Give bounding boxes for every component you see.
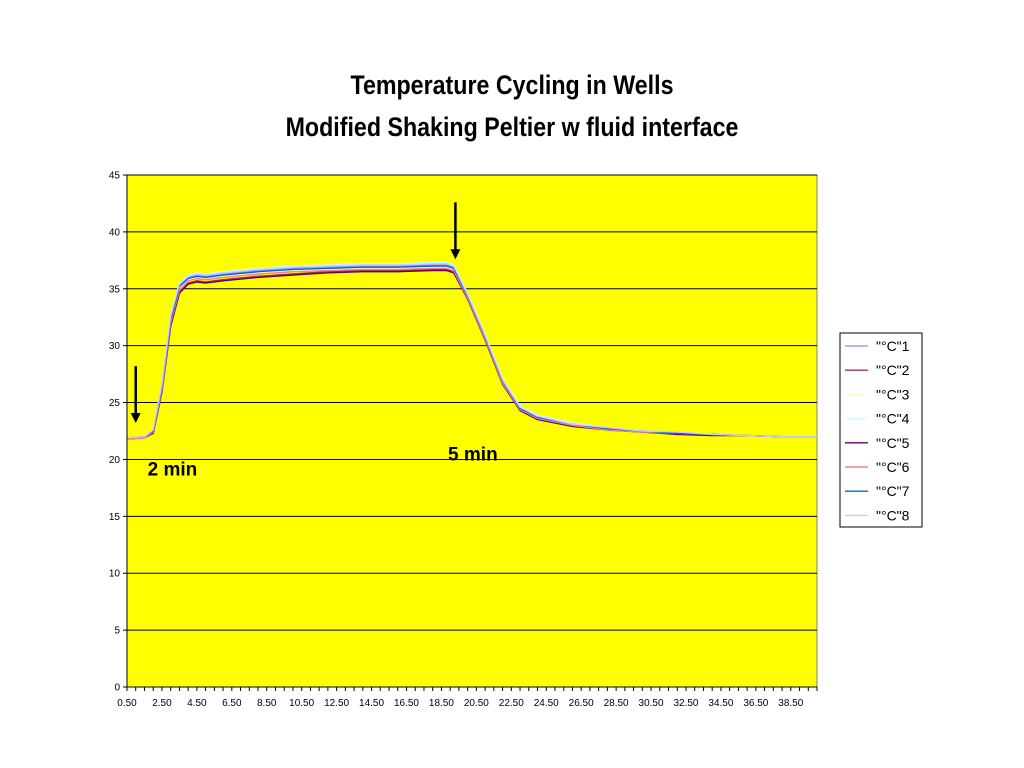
x-tick-label: 34.50 [708, 698, 733, 709]
x-tick-label: 30.50 [639, 698, 664, 709]
x-tick-label: 36.50 [743, 698, 768, 709]
annotation-label-2: 5 min [448, 445, 498, 466]
legend-label-5: "°C"5 [876, 435, 910, 451]
x-tick-label: 4.50 [187, 698, 207, 709]
x-tick-label: 20.50 [464, 698, 489, 709]
legend-label-8: "°C"8 [876, 507, 910, 523]
chart-title-line-2: Modified Shaking Peltier w fluid interfa… [285, 112, 739, 142]
chart-title-line-1: Temperature Cycling in Wells [350, 70, 674, 100]
x-tick-label: 28.50 [604, 698, 629, 709]
y-tick-label: 45 [109, 171, 121, 182]
legend: "°C"1 "°C"2 "°C"3 "°C"4 "°C"5 "°C"6 "°C"7 "°C"8 [839, 332, 923, 528]
x-tick-label: 8.50 [257, 698, 277, 709]
y-tick-label: 25 [109, 398, 121, 409]
y-tick-label: 15 [109, 512, 121, 523]
legend-label-4: "°C"4 [876, 411, 910, 427]
x-tick-label: 26.50 [569, 698, 594, 709]
legend-label-2: "°C"2 [876, 362, 910, 378]
legend-label-1: "°C"1 [876, 338, 910, 354]
x-tick-label: 10.50 [289, 698, 314, 709]
x-tick-label: 18.50 [429, 698, 454, 709]
arrow-head-1 [130, 413, 141, 424]
series-line-6 [126, 267, 817, 440]
x-tick-label: 6.50 [222, 698, 242, 709]
annotations: 2 min 5 min [130, 202, 498, 480]
x-tick-label: 38.50 [778, 698, 803, 709]
gridlines [127, 174, 817, 631]
y-tick-label: 40 [109, 227, 121, 238]
legend-label-3: "°C"3 [876, 386, 910, 402]
series-line-8 [126, 263, 817, 439]
y-tick-label: 10 [109, 569, 121, 580]
y-tick-label: 30 [109, 341, 121, 352]
y-tick-label: 0 [114, 683, 120, 694]
x-axis-ticks: 0.50 2.50 4.50 6.50 8.50 10.50 12.50 14.50 16.50… [117, 687, 818, 709]
x-tick-label: 14.50 [359, 698, 384, 709]
arrow-head-2 [450, 249, 461, 260]
plot-area [126, 174, 818, 688]
series-lines [126, 261, 817, 440]
x-tick-label: 16.50 [394, 698, 419, 709]
y-tick-label: 5 [114, 626, 120, 637]
y-tick-label: 35 [109, 284, 121, 295]
x-tick-label: 0.50 [117, 698, 137, 709]
x-tick-label: 2.50 [152, 698, 172, 709]
x-tick-label: 32.50 [673, 698, 698, 709]
legend-box [839, 332, 923, 528]
x-tick-label: 12.50 [324, 698, 349, 709]
axes [126, 175, 817, 688]
legend-label-6: "°C"6 [876, 459, 910, 475]
x-tick-label: 24.50 [534, 698, 559, 709]
y-axis-ticks: 0 5 10 15 20 25 30 35 40 45 [109, 171, 127, 694]
y-tick-label: 20 [109, 455, 121, 466]
x-tick-label: 22.50 [499, 698, 524, 709]
annotation-label-1: 2 min [148, 459, 198, 480]
legend-label-7: "°C"7 [876, 483, 910, 499]
